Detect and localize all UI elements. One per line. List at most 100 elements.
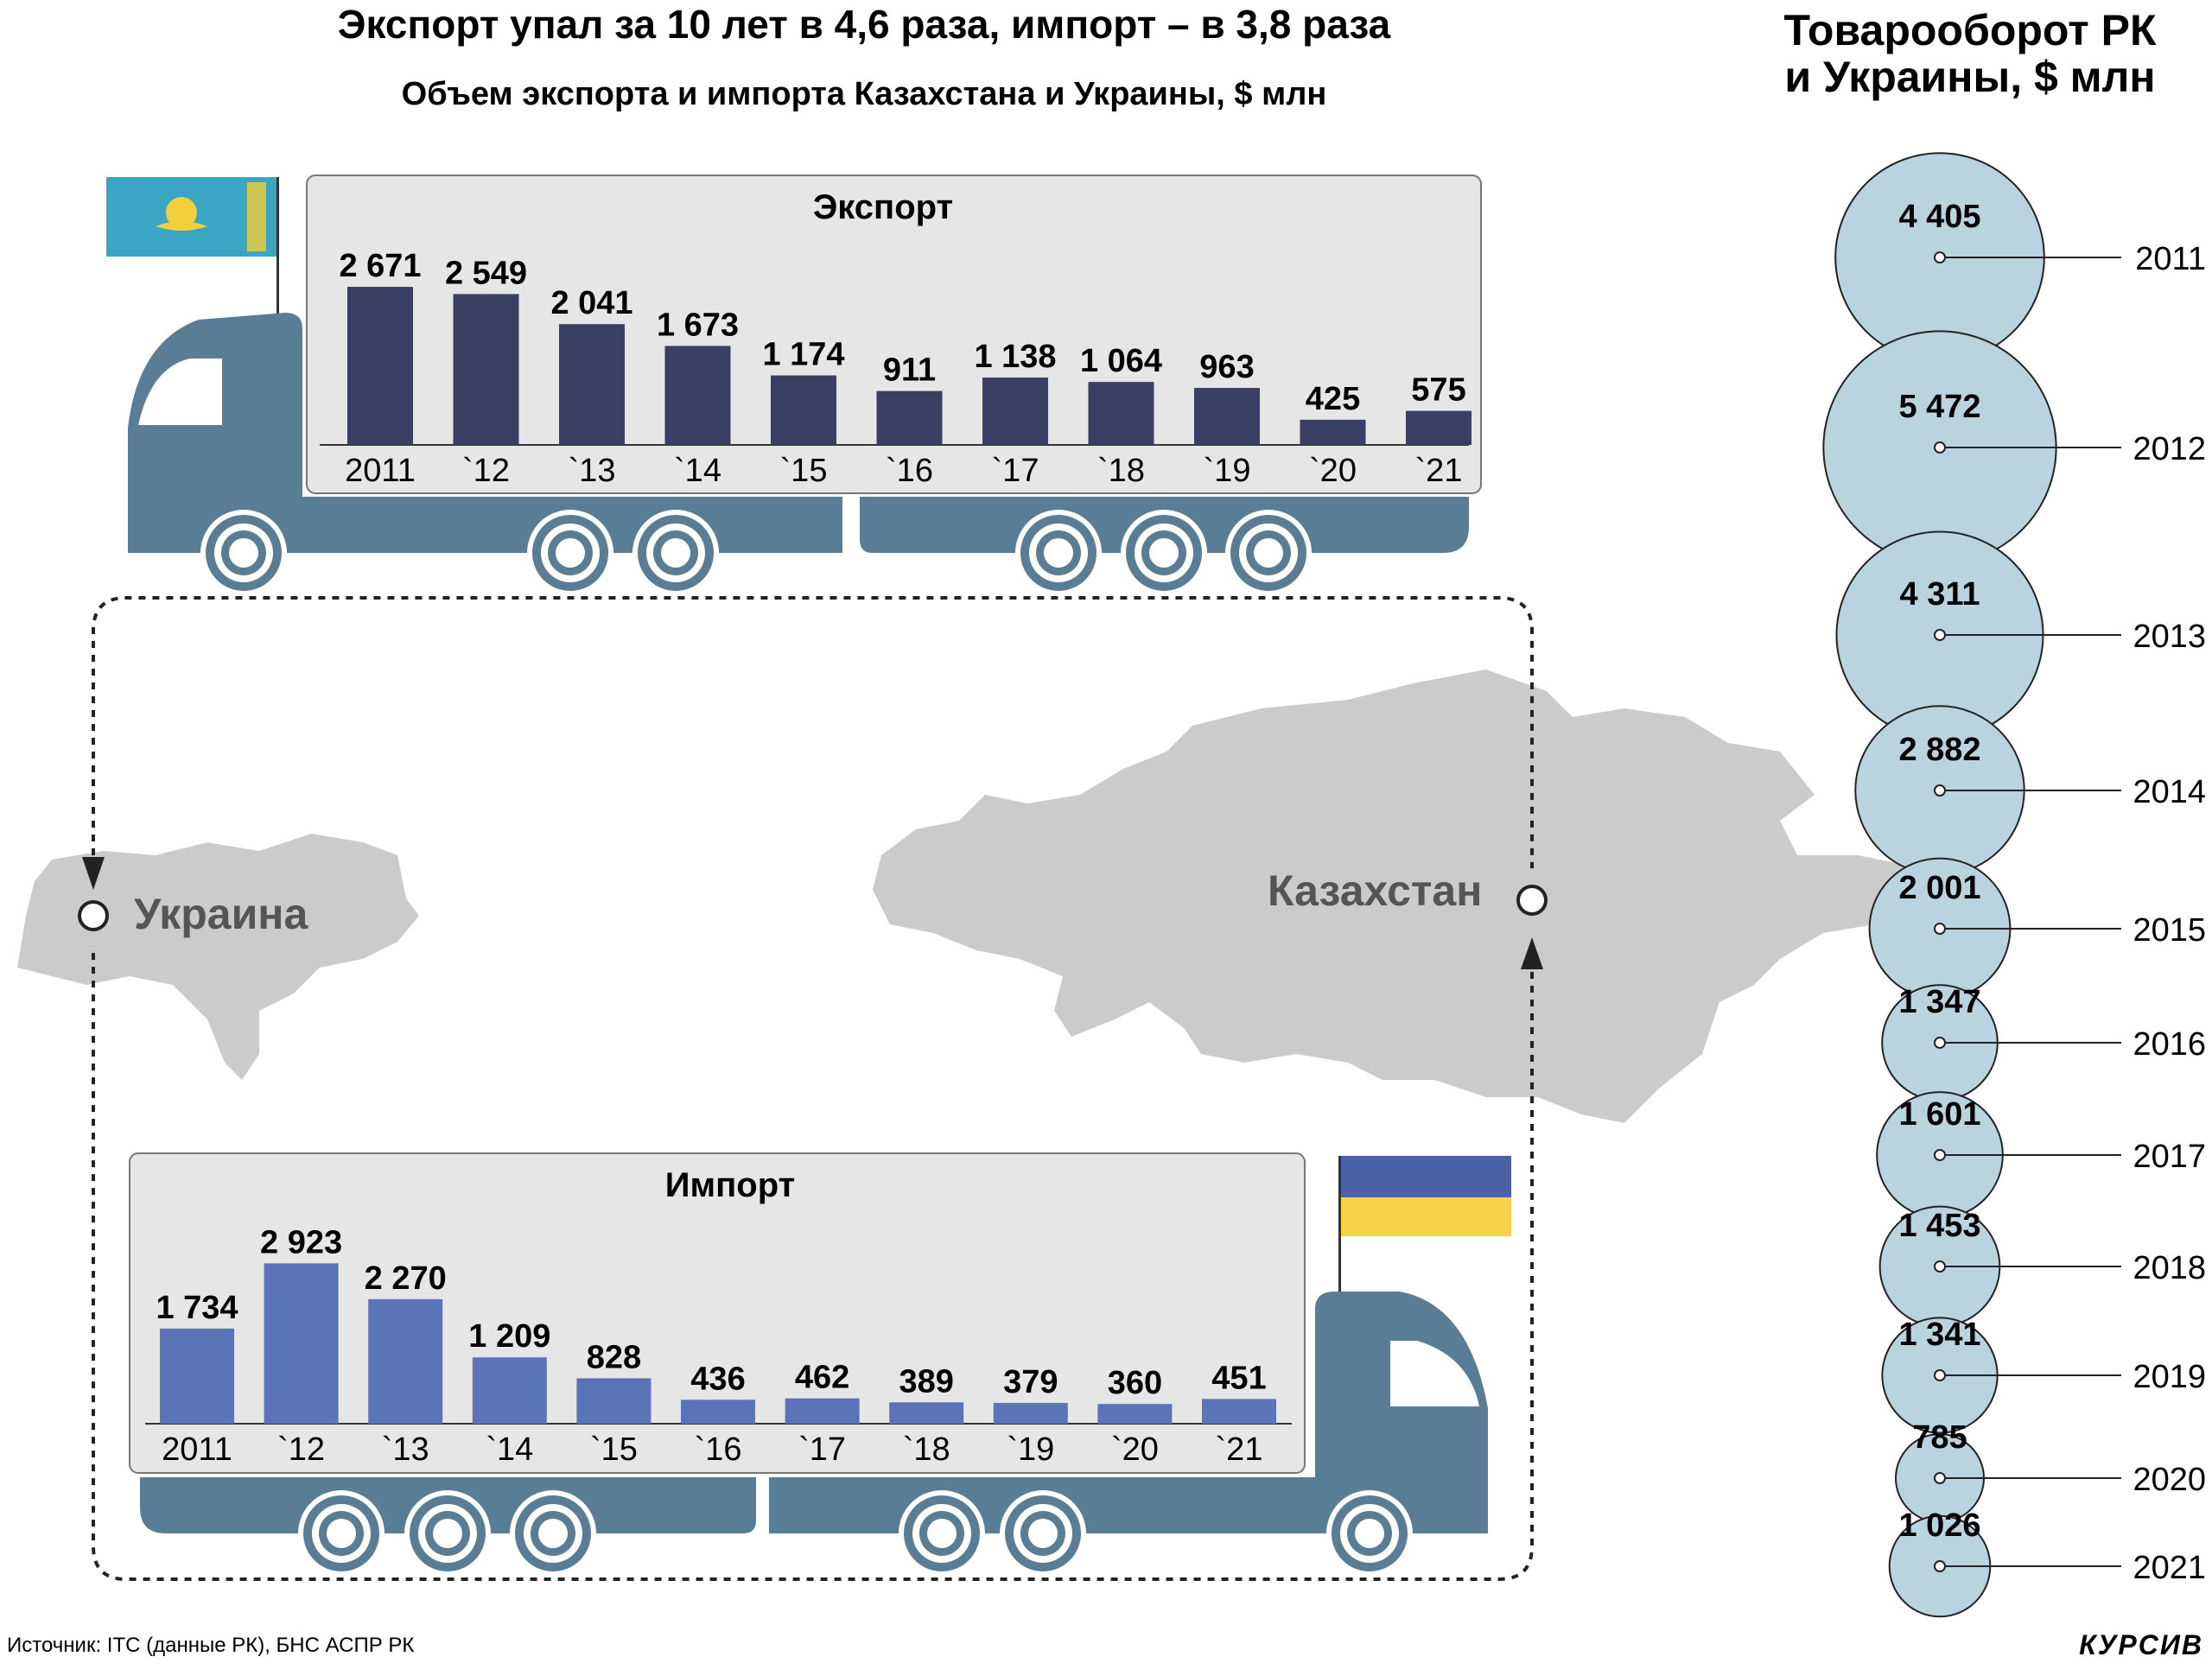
- import-value-label: 828: [587, 1339, 641, 1375]
- export-bar-14: [664, 346, 731, 445]
- export-category-label: `13: [569, 453, 616, 489]
- import-bar-2011: [160, 1328, 234, 1424]
- turnover-center-dot: [1934, 1472, 1946, 1484]
- import-bar-14: [472, 1357, 547, 1424]
- turnover-value-label: 4 311: [1900, 576, 1980, 613]
- import-bar-19: [993, 1402, 1068, 1424]
- turnover-center-dot: [1934, 1260, 1946, 1273]
- import-value-label: 436: [690, 1361, 745, 1397]
- export-wheel-icon: [1121, 510, 1207, 596]
- turnover-year-label: 2012: [2133, 431, 2206, 467]
- import-wheel-icon: [1000, 1490, 1086, 1577]
- kz-flag-eagle-icon: [156, 221, 207, 231]
- route-dashed-line: [92, 596, 1534, 868]
- map: Украина Казахстан: [17, 670, 1910, 1123]
- import-wheel-icon: [510, 1490, 596, 1577]
- export-bar-20: [1300, 419, 1366, 445]
- turnover-title-line2: и Украины, $ млн: [1784, 53, 2155, 101]
- turnover-center-dot: [1934, 251, 1946, 263]
- main-subtitle: Объем экспорта и импорта Казахстана и Ук…: [402, 76, 1327, 112]
- export-value-label: 911: [883, 352, 936, 389]
- export-value-label: 425: [1306, 381, 1360, 417]
- export-value-label: 2 549: [445, 255, 527, 291]
- turnover-value-label: 1 347: [1898, 984, 1980, 1020]
- turnover-center-dot: [1934, 629, 1946, 641]
- import-category-label: `12: [277, 1431, 325, 1468]
- turnover-center-dot: [1934, 1037, 1946, 1049]
- turnover-value-label: 785: [1912, 1419, 1967, 1456]
- export-value-label: 1 138: [974, 339, 1056, 375]
- import-value-label: 389: [899, 1363, 953, 1400]
- turnover-center-dot: [1934, 1369, 1946, 1381]
- import-value-label: 451: [1211, 1360, 1266, 1396]
- kz-flag-pole: [276, 177, 279, 315]
- import-category-label: `20: [1111, 1431, 1159, 1468]
- import-wheel-icon: [899, 1490, 985, 1577]
- import-bar-17: [785, 1398, 860, 1424]
- export-bar-2011: [347, 287, 413, 445]
- import-wheel-icon: [404, 1490, 491, 1577]
- export-value-label: 1 174: [762, 337, 844, 373]
- import-category-label: `19: [1007, 1431, 1054, 1468]
- turnover-value-label: 4 405: [1898, 199, 1980, 235]
- import-bar-12: [264, 1263, 339, 1424]
- export-category-label: 2011: [345, 453, 416, 489]
- export-value-label: 1 673: [657, 307, 739, 343]
- import-truck-cab: [1315, 1292, 1488, 1529]
- export-bar-21: [1406, 410, 1471, 445]
- export-value-label: 963: [1199, 349, 1254, 385]
- export-category-label: `21: [1415, 453, 1463, 489]
- turnover-value-label: 1 601: [1898, 1096, 1980, 1133]
- import-category-label: `16: [695, 1431, 742, 1468]
- import-category-label: 2011: [162, 1431, 232, 1468]
- turnover-center-dot: [1934, 1149, 1946, 1161]
- kazakhstan-label: Казахстан: [1268, 866, 1482, 915]
- ukraine-label: Украина: [134, 890, 309, 938]
- ukraine-map-shape: [17, 834, 419, 1080]
- export-value-label: 1 064: [1080, 343, 1162, 379]
- route-dashed-line-bottom: [92, 946, 1534, 1581]
- turnover-center-dot: [1934, 441, 1946, 454]
- export-bar-16: [876, 390, 943, 445]
- export-chart-title: Экспорт: [813, 188, 953, 226]
- export-category-label: `12: [462, 453, 510, 489]
- import-wheel-icon: [298, 1490, 385, 1577]
- import-category-label: `15: [590, 1431, 638, 1468]
- ua-flag-pole: [1338, 1156, 1341, 1294]
- ua-flag-top: [1340, 1156, 1511, 1197]
- turnover-value-label: 5 472: [1898, 389, 1980, 425]
- import-bar-15: [576, 1378, 652, 1424]
- import-bar-21: [1202, 1399, 1276, 1424]
- export-truck-window-divider: [222, 359, 237, 425]
- turnover-value-label: 1 341: [1898, 1317, 1980, 1353]
- import-value-label: 1 209: [468, 1318, 550, 1355]
- kz-flag-sun-icon: [166, 197, 197, 228]
- turnover-center-dot: [1934, 784, 1946, 797]
- export-bar-15: [771, 375, 836, 445]
- ukraine-point: [78, 900, 109, 931]
- import-value-label: 360: [1108, 1365, 1162, 1401]
- turnover-year-label: 2013: [2133, 619, 2206, 655]
- export-wheel-icon: [1015, 510, 1102, 596]
- export-bar-17: [982, 378, 1048, 445]
- export-wheel-icon: [1225, 510, 1312, 596]
- export-bar-13: [559, 324, 625, 445]
- import-value-label: 462: [795, 1360, 849, 1396]
- export-value-label: 2 671: [339, 248, 421, 284]
- export-truck-window: [138, 359, 237, 425]
- import-bar-16: [681, 1400, 755, 1424]
- turnover-year-label: 2016: [2133, 1026, 2206, 1063]
- export-value-label: 2 041: [550, 285, 632, 321]
- turnover-year-label: 2011: [2135, 241, 2206, 277]
- turnover-value-label: 2 882: [1898, 732, 1980, 768]
- export-wheel-icon: [527, 510, 613, 596]
- export-category-label: `16: [886, 453, 933, 489]
- turnover-value-label: 1 453: [1898, 1208, 1980, 1244]
- arrow-to-ukraine: [82, 857, 105, 890]
- export-category-label: `20: [1309, 453, 1357, 489]
- export-wheel-icon: [200, 510, 287, 596]
- turnover-year-label: 2014: [2133, 774, 2206, 810]
- import-category-label: `17: [798, 1431, 846, 1468]
- export-category-label: `18: [1097, 453, 1145, 489]
- export-value-label: 575: [1411, 372, 1465, 409]
